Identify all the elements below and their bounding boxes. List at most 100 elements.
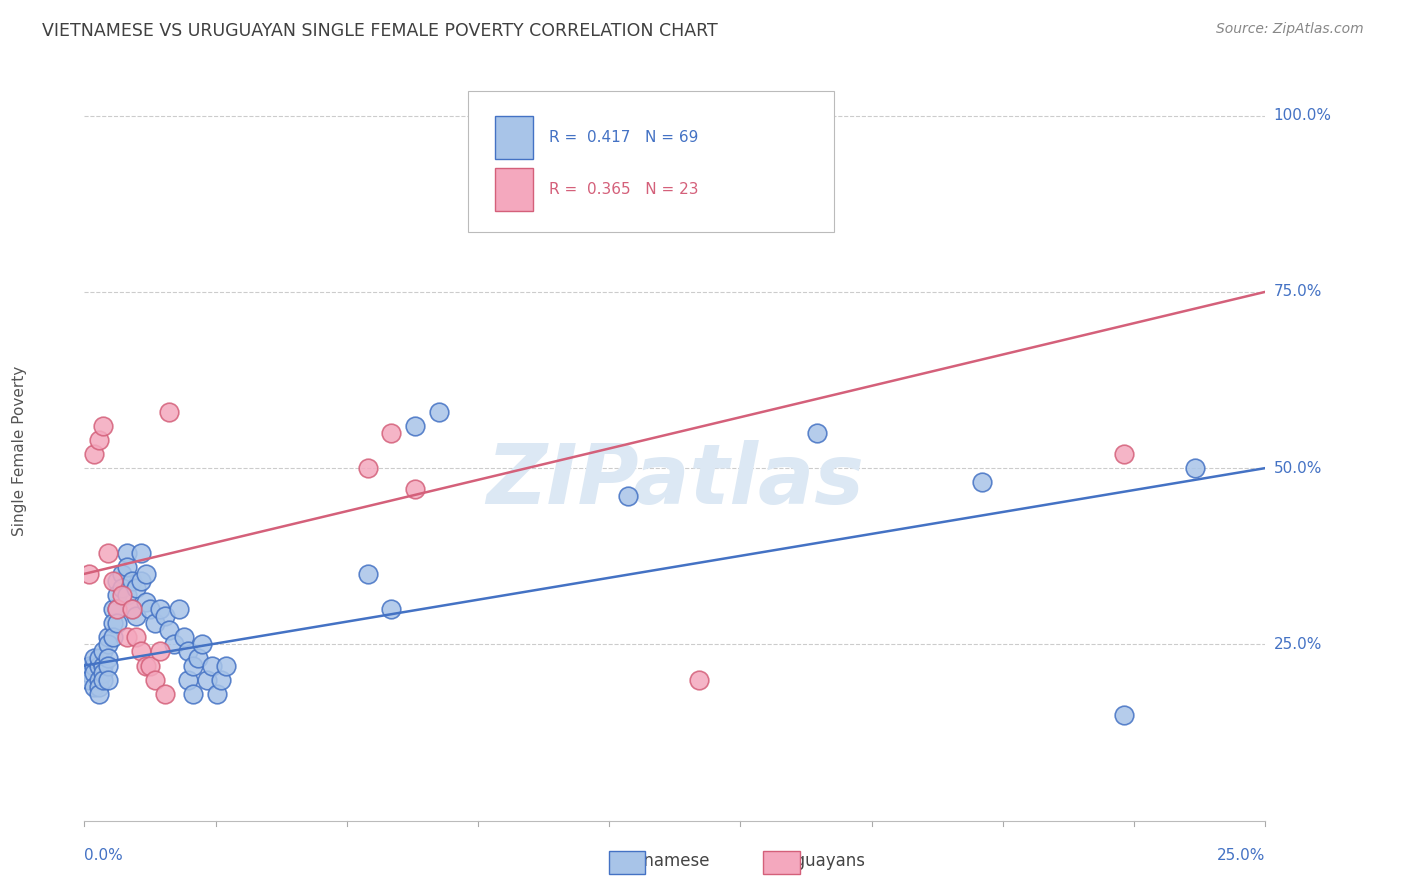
Point: [688, 673, 710, 687]
Point: [87, 658, 110, 673]
Point: [97, 658, 120, 673]
Text: 25.0%: 25.0%: [1218, 848, 1265, 863]
Point: [157, 405, 180, 419]
Point: [195, 673, 218, 687]
Text: 25.0%: 25.0%: [1274, 637, 1322, 652]
Point: [157, 624, 180, 638]
Text: Vietnamese: Vietnamese: [612, 852, 710, 870]
Point: [101, 630, 124, 644]
Point: [167, 602, 190, 616]
Point: [616, 489, 638, 503]
Point: [125, 609, 148, 624]
Point: [83, 651, 105, 665]
Point: [181, 658, 204, 673]
Point: [91, 644, 114, 658]
Point: [153, 687, 176, 701]
Point: [129, 644, 152, 658]
Point: [149, 602, 172, 616]
Point: [125, 581, 148, 595]
Point: [115, 588, 138, 602]
Point: [129, 574, 152, 588]
Text: Single Female Poverty: Single Female Poverty: [11, 366, 27, 535]
Point: [163, 637, 186, 651]
Point: [121, 574, 143, 588]
FancyBboxPatch shape: [495, 168, 533, 211]
Text: 75.0%: 75.0%: [1274, 285, 1322, 300]
Point: [135, 566, 157, 581]
Point: [139, 658, 162, 673]
Point: [77, 566, 100, 581]
Point: [149, 644, 172, 658]
Point: [380, 602, 402, 616]
Text: VIETNAMESE VS URUGUAYAN SINGLE FEMALE POVERTY CORRELATION CHART: VIETNAMESE VS URUGUAYAN SINGLE FEMALE PO…: [42, 22, 718, 40]
Point: [121, 602, 143, 616]
Point: [1184, 461, 1206, 475]
FancyBboxPatch shape: [468, 91, 834, 232]
Point: [111, 581, 134, 595]
Point: [111, 588, 134, 602]
Point: [215, 658, 238, 673]
Point: [107, 616, 129, 631]
Point: [209, 673, 232, 687]
Point: [181, 687, 204, 701]
Point: [404, 418, 426, 433]
Point: [83, 680, 105, 694]
Point: [115, 630, 138, 644]
Point: [87, 680, 110, 694]
Point: [806, 425, 828, 440]
Text: ZIPatlas: ZIPatlas: [486, 440, 863, 521]
Point: [115, 546, 138, 560]
Point: [107, 602, 129, 616]
Point: [129, 546, 152, 560]
Point: [87, 687, 110, 701]
Point: [87, 433, 110, 447]
Point: [404, 482, 426, 496]
Text: Source: ZipAtlas.com: Source: ZipAtlas.com: [1216, 22, 1364, 37]
Text: 0.0%: 0.0%: [84, 848, 124, 863]
Text: 100.0%: 100.0%: [1274, 108, 1331, 123]
Point: [87, 651, 110, 665]
Text: 50.0%: 50.0%: [1274, 460, 1322, 475]
Point: [177, 673, 200, 687]
Point: [1112, 447, 1135, 461]
Text: Uruguayans: Uruguayans: [765, 852, 866, 870]
Text: R =  0.417   N = 69: R = 0.417 N = 69: [548, 130, 697, 145]
Point: [187, 651, 209, 665]
Point: [97, 546, 120, 560]
Point: [380, 425, 402, 440]
Point: [77, 673, 100, 687]
Point: [83, 658, 105, 673]
Point: [115, 559, 138, 574]
Point: [107, 602, 129, 616]
Point: [143, 616, 166, 631]
Point: [91, 673, 114, 687]
Point: [153, 609, 176, 624]
Point: [357, 461, 380, 475]
Point: [83, 665, 105, 680]
Point: [97, 637, 120, 651]
Point: [121, 602, 143, 616]
Point: [427, 405, 450, 419]
Point: [91, 658, 114, 673]
Point: [101, 602, 124, 616]
Point: [107, 588, 129, 602]
Point: [111, 566, 134, 581]
Point: [177, 644, 200, 658]
Point: [83, 447, 105, 461]
Point: [101, 616, 124, 631]
Point: [1112, 707, 1135, 722]
Text: R =  0.365   N = 23: R = 0.365 N = 23: [548, 182, 697, 197]
Point: [173, 630, 195, 644]
FancyBboxPatch shape: [495, 116, 533, 160]
Point: [101, 574, 124, 588]
Point: [135, 658, 157, 673]
Point: [97, 630, 120, 644]
Point: [87, 673, 110, 687]
Point: [77, 665, 100, 680]
Point: [97, 673, 120, 687]
Point: [107, 574, 129, 588]
Point: [77, 658, 100, 673]
Point: [97, 651, 120, 665]
Point: [139, 602, 162, 616]
Point: [91, 665, 114, 680]
